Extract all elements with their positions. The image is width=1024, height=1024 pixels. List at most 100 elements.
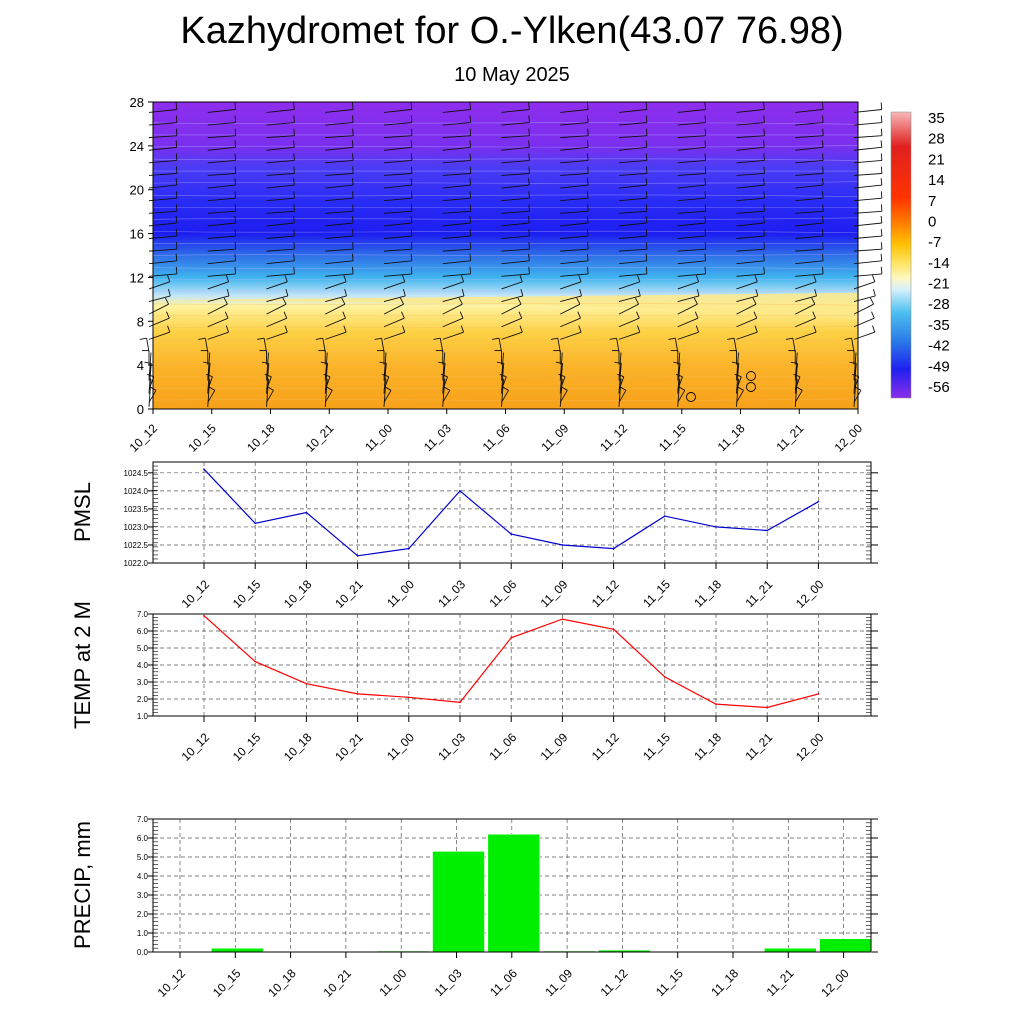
temp-point [203, 614, 205, 617]
wind-barb [677, 317, 699, 328]
wind-barb [383, 210, 412, 214]
x-tick-label: 11_12 [597, 421, 630, 454]
pmsl-point [510, 533, 512, 535]
wind-barb-flag [234, 178, 237, 186]
wind-barb [795, 281, 817, 290]
wind-barb-flag [844, 337, 852, 340]
wind-barb [795, 235, 824, 239]
wind-barb [501, 248, 530, 252]
wind-barb-flag [517, 297, 522, 305]
wind-barb [795, 184, 824, 189]
wind-barb [266, 303, 287, 315]
wind-barb [383, 248, 412, 252]
x-tick-label: 11_18 [708, 966, 741, 999]
wind-barb-flag [645, 115, 648, 123]
wind-barb-flag [234, 229, 237, 237]
wind-barb [266, 135, 295, 139]
wind-barb [677, 273, 706, 277]
wind-barb-flag [175, 128, 178, 136]
wind-barb [560, 173, 589, 176]
wind-barb [674, 338, 679, 353]
y-tick-label: 2.0 [137, 695, 149, 704]
wind-barb-flag [402, 288, 406, 297]
wind-barb [560, 146, 589, 151]
wind-barb [736, 303, 757, 315]
wind-barb-flag [285, 288, 289, 297]
wind-barb-flag [645, 166, 648, 174]
wind-barb-flag [821, 253, 824, 261]
wind-barb-flag [469, 242, 472, 250]
pmsl-point [305, 511, 308, 514]
wind-barb-flag [645, 266, 648, 274]
wind-barb [325, 146, 354, 151]
x-tick-label: 11_00 [376, 966, 409, 999]
pmsl-point [715, 526, 717, 528]
wind-barb-flag [461, 288, 465, 297]
y-tick-label: 7.0 [137, 610, 149, 619]
wind-barb-flag [645, 128, 648, 136]
wind-barb-flag [872, 275, 876, 282]
wind-barb-flag [528, 166, 530, 174]
wind-barb [442, 295, 465, 302]
precip-panel-border [152, 818, 872, 953]
wind-barb [501, 260, 530, 265]
wind-barb-flag [410, 191, 413, 199]
wind-barb-flag [637, 288, 641, 297]
wind-barb-surface [442, 352, 446, 381]
x-tick-label: 11_15 [656, 421, 689, 454]
wind-barb-flag [164, 297, 170, 305]
wind-barb [442, 222, 471, 227]
pmsl-point [203, 468, 205, 471]
wind-barb-surface [501, 352, 504, 381]
wind-barb-flag [492, 337, 500, 340]
wind-barb-flag [694, 311, 699, 319]
wind-barb-flag [384, 386, 392, 391]
wind-barb [442, 317, 464, 328]
wind-barb [442, 303, 463, 315]
wind-barb [794, 390, 803, 403]
wind-barb [442, 390, 451, 403]
x-tick-label: 11_00 [384, 577, 417, 610]
x-tick-label: 10_21 [332, 730, 366, 764]
pmsl-point [664, 515, 666, 517]
wind-barb [501, 197, 530, 202]
isotherm-line [152, 267, 859, 270]
wind-barb [677, 146, 706, 151]
wind-barb-flag [351, 102, 354, 110]
wind-barb-flag [225, 325, 230, 333]
wind-barb-flag [704, 229, 707, 237]
wind-barb-flag [293, 253, 295, 261]
wind-barb [560, 109, 589, 113]
wind-barb-flag [755, 288, 759, 297]
wind-barb [795, 109, 824, 113]
wind-barb-flag [293, 191, 295, 199]
x-tick-label: 10_18 [265, 966, 299, 1000]
wind-barb-flag [175, 115, 178, 123]
wind-barb [207, 248, 236, 252]
colorbar-label: 14 [928, 172, 945, 189]
wind-barb [207, 210, 236, 214]
wind-barb-flag [343, 325, 347, 333]
wind-barb-flag [813, 275, 817, 282]
isotherm-line [152, 194, 859, 197]
temp-point [715, 703, 717, 705]
wind-barb-flag [812, 311, 816, 319]
wind-barb-flag [578, 275, 582, 282]
wind-barb-flag [587, 266, 589, 274]
x-tick-label: 10_12 [179, 730, 213, 764]
wind-barb-flag [645, 178, 648, 186]
wind-barb-flag [352, 229, 354, 237]
wind-barb-flag [410, 215, 413, 224]
wind-barb [795, 273, 824, 277]
wind-barb-surface [559, 352, 563, 381]
wind-barb-flag [814, 288, 817, 297]
wind-barb-flag [234, 191, 237, 199]
wind-barb [439, 338, 444, 353]
wind-barb-flag [528, 266, 530, 274]
wind-barb [266, 210, 295, 214]
y-tick-label: 1023.0 [124, 523, 149, 532]
wind-barb [736, 184, 765, 189]
wind-barb [148, 317, 170, 328]
wind-barb-flag [469, 140, 472, 148]
wind-barb [853, 331, 875, 340]
